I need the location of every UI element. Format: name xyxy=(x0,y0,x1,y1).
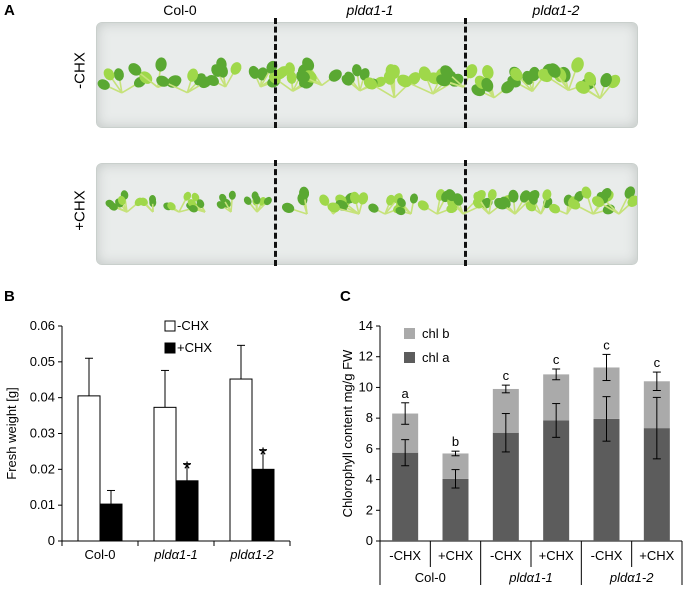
bar-+CHX-0 xyxy=(99,503,123,542)
bar-+CHX-2 xyxy=(251,468,275,542)
y-axis-label: Chlorophyll content mg/g FW xyxy=(340,349,355,517)
genotype-label-plda1-1: pldα1-1 xyxy=(346,2,394,18)
legend-label-chl-a: chl a xyxy=(422,350,450,365)
seedling-16 xyxy=(138,194,157,213)
group-label-0: Col-0 xyxy=(415,570,446,585)
x-tick-label-4: -CHX xyxy=(591,548,623,563)
y-tick-label-4: 0.04 xyxy=(30,390,55,405)
seedling-10 xyxy=(427,64,478,88)
seedling-19 xyxy=(216,190,236,213)
significance-+CHX-1: * xyxy=(183,459,191,481)
seedling-21 xyxy=(281,186,310,215)
seedling-2 xyxy=(156,68,212,94)
y-tick-label-0: 0 xyxy=(48,533,55,548)
annotation-letter-2: c xyxy=(503,368,510,383)
y-tick-label-5: 10 xyxy=(359,379,373,394)
annotation-letter-4: c xyxy=(603,337,610,352)
seedling-33 xyxy=(592,186,637,215)
row-label-minus-chx: -CHX xyxy=(71,52,89,89)
y-tick-label-1: 0.01 xyxy=(30,497,55,512)
legend-swatch-chl-a xyxy=(404,352,415,363)
panel-label-a: A xyxy=(4,2,15,19)
seedling-30 xyxy=(525,189,553,215)
y-tick-label-0: 0 xyxy=(366,533,373,548)
annotation-letter-0: a xyxy=(402,386,410,401)
legend-label-chl-b: chl b xyxy=(422,326,449,341)
bar--CHX-2 xyxy=(229,378,253,542)
bar--CHX-0 xyxy=(77,395,101,542)
bar-chl-a-1 xyxy=(442,478,469,541)
seedlings-plus-chx-image xyxy=(105,186,637,216)
y-tick-label-2: 4 xyxy=(366,472,373,487)
seedlings-minus-chx-image xyxy=(97,57,621,100)
y-axis-label: Fresh weight [g] xyxy=(4,387,19,480)
fresh-weight-chart: Fresh weight [g] 0 0.01 0.02 0.03 0.04 0.05 0.0… xyxy=(4,318,291,562)
panel-label-c: C xyxy=(340,288,351,305)
panel-label-b: B xyxy=(4,288,15,305)
bar-chl-a-0 xyxy=(392,452,419,541)
x-tick-label-1: +CHX xyxy=(438,548,473,563)
genotype-label-plda1-2: pldα1-2 xyxy=(532,2,580,18)
y-tick-label-5: 0.05 xyxy=(30,354,55,369)
legend-label-0: -CHX xyxy=(177,318,209,333)
bar-chl-a-3 xyxy=(543,420,570,541)
bar--CHX-1 xyxy=(153,406,177,542)
seedling-25 xyxy=(395,193,418,216)
seedling-18 xyxy=(186,192,206,213)
annotation-letter-5: c xyxy=(654,355,661,370)
y-tick-label-1: 2 xyxy=(366,502,373,517)
x-tick-label-5: +CHX xyxy=(639,548,674,563)
seedling-15 xyxy=(105,190,144,213)
genotype-divider-2 xyxy=(464,18,467,128)
x-tick-label-2: pldα1-2 xyxy=(229,547,274,562)
x-tick-label-3: +CHX xyxy=(539,548,574,563)
seedling-23 xyxy=(327,191,369,215)
genotype-divider-4 xyxy=(464,160,467,266)
y-tick-label-7: 14 xyxy=(359,318,373,333)
seedling-31 xyxy=(549,191,584,215)
seedling-6 xyxy=(296,57,342,87)
y-tick-label-6: 12 xyxy=(359,349,373,364)
y-tick-label-3: 6 xyxy=(366,441,373,456)
legend-label-1: +CHX xyxy=(177,340,212,355)
row-label-plus-chx: +CHX xyxy=(71,190,89,231)
x-tick-label-2: -CHX xyxy=(490,548,522,563)
genotype-label-col0: Col-0 xyxy=(163,2,197,18)
seedling-8 xyxy=(363,64,421,99)
seedling-32 xyxy=(568,186,615,215)
y-tick-label-6: 0.06 xyxy=(30,318,55,333)
x-tick-label-0: Col-0 xyxy=(84,547,115,562)
group-label-2: pldα1-2 xyxy=(609,570,654,585)
y-tick-label-2: 0.02 xyxy=(30,461,55,476)
seedling-13 xyxy=(537,57,596,92)
y-tick-label-4: 8 xyxy=(366,410,373,425)
y-tick-label-3: 0.03 xyxy=(30,426,55,441)
seedling-tray-minus-chx xyxy=(96,22,638,128)
genotype-divider-3 xyxy=(274,160,277,266)
seedling-14 xyxy=(575,71,621,100)
seedling-20 xyxy=(243,191,272,213)
genotype-divider-1 xyxy=(274,18,277,128)
x-tick-label-1: pldα1-1 xyxy=(153,547,198,562)
bar-+CHX-1 xyxy=(175,480,199,542)
chlorophyll-chart: Chlorophyll content mg/g FW 0 2 4 6 8 10 12 14 a -… xyxy=(340,318,683,585)
annotation-letter-1: b xyxy=(452,434,459,449)
annotation-letter-3: c xyxy=(553,352,560,367)
legend-swatch-0 xyxy=(164,320,176,332)
significance-+CHX-2: * xyxy=(259,445,267,467)
x-tick-label-0: -CHX xyxy=(389,548,421,563)
seedling-7 xyxy=(341,64,387,92)
seedling-12 xyxy=(507,63,555,93)
seedling-tray-plus-chx xyxy=(96,163,638,265)
seedling-3 xyxy=(206,57,242,88)
legend-swatch-chl-b xyxy=(404,328,415,339)
group-label-1: pldα1-1 xyxy=(508,570,553,585)
legend-swatch-1 xyxy=(164,342,176,354)
